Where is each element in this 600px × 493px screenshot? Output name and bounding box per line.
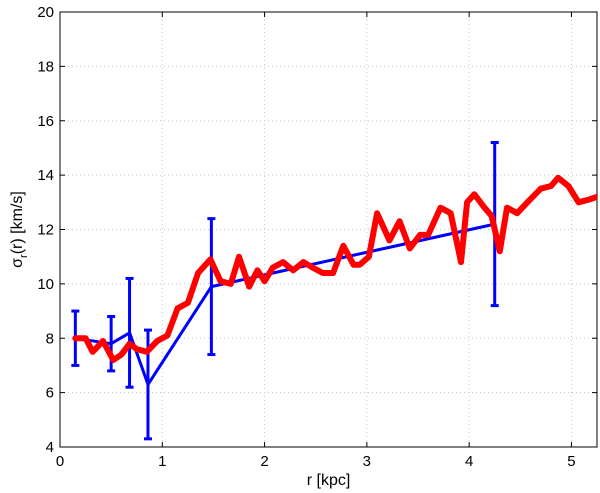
y-tick-labels: 4 6 8 10 12 14 16 18 20 [37,4,54,456]
y-axis-label-symbol: σ [9,258,26,268]
x-tick-label: 5 [567,453,575,470]
x-tick-label: 1 [158,453,166,470]
y-tick-label: 18 [37,58,54,75]
x-tick-labels: 0 1 2 3 4 5 [56,453,576,470]
y-axis-label: σr(r) [km/s] [9,191,30,268]
series-1 [71,141,499,441]
y-axis-label-rest: (r) [km/s] [9,191,26,254]
x-tick-label: 3 [363,453,371,470]
y-tick-label: 10 [37,276,54,293]
grid [60,12,597,447]
y-tick-label: 4 [46,439,54,456]
y-tick-label: 8 [46,330,54,347]
series-layer [71,141,597,441]
y-tick-label: 16 [37,113,54,130]
y-tick-label: 14 [37,167,54,184]
axis-ticks [59,11,597,448]
x-tick-label: 2 [260,453,268,470]
series-line [75,222,496,386]
x-tick-label: 4 [465,453,473,470]
series-line [72,174,597,363]
y-tick-label: 20 [37,4,54,21]
x-axis-label: r [kpc] [307,472,351,489]
y-tick-label: 12 [37,222,54,239]
series-2 [72,174,597,363]
x-tick-label: 0 [56,453,64,470]
y-tick-label: 6 [46,385,54,402]
y-axis-label-subscript: r [18,254,30,258]
